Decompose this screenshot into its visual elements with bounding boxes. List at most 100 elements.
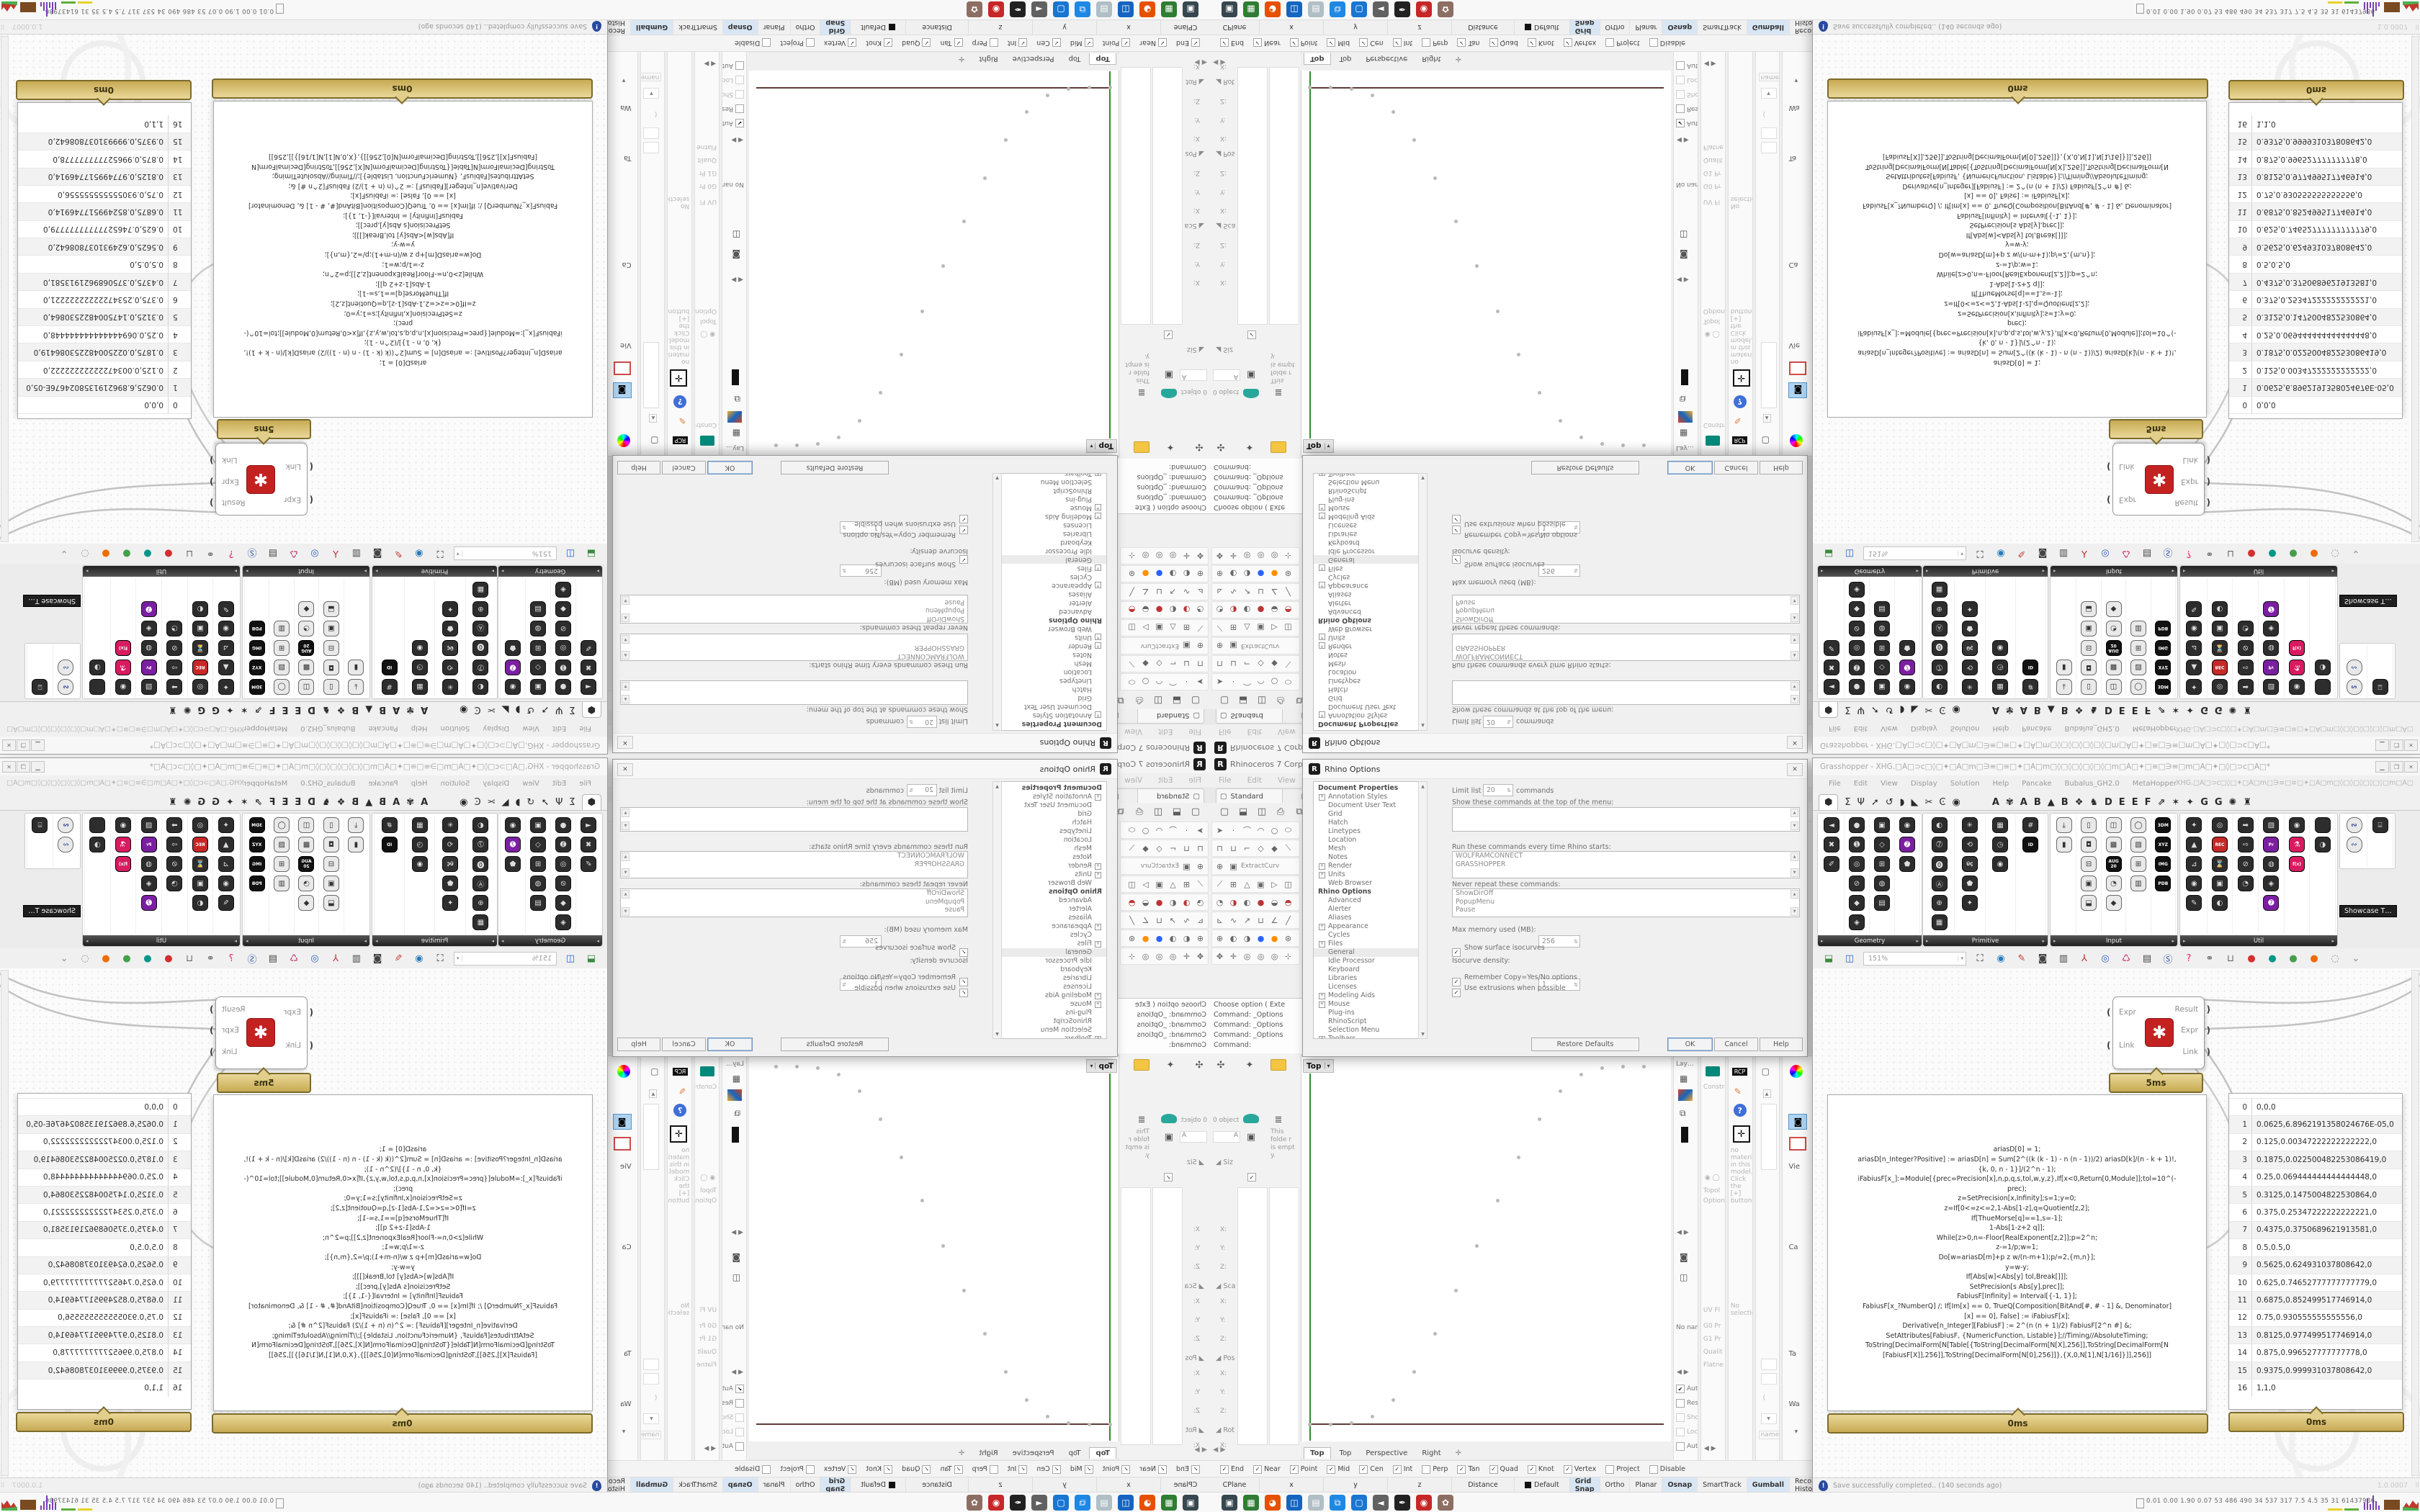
- gh-category-tab[interactable]: ◗: [1899, 704, 1905, 715]
- component-icon[interactable]: ✳: [442, 679, 459, 695]
- rhino-tool-icon[interactable]: ⊞: [1229, 879, 1237, 889]
- status-toggle[interactable]: Ortho: [1600, 1477, 1631, 1493]
- canvas-scrollbar[interactable]: [1, 970, 9, 1476]
- axes-widget-icon[interactable]: ⅄: [333, 953, 339, 964]
- expand-icon[interactable]: ▸: [86, 568, 89, 575]
- component-icon[interactable]: XYZ: [248, 837, 265, 852]
- status-toggle[interactable]: Osnap: [1662, 1477, 1698, 1493]
- gh-plugin-tab[interactable]: ✦: [2186, 797, 2195, 808]
- gh-category-tab[interactable]: ✂: [1924, 797, 1933, 808]
- osnap-toggle[interactable]: ✓ Quad: [902, 1464, 931, 1474]
- chevron-down-icon[interactable]: ▾: [1090, 443, 1096, 449]
- osnap-toggle[interactable]: Project: [1605, 38, 1640, 48]
- component-icon[interactable]: ⬟: [505, 640, 521, 656]
- gh-category-tab[interactable]: ✂: [487, 797, 496, 808]
- rhino-tool-icon[interactable]: ✛: [1183, 951, 1191, 961]
- expand-icon[interactable]: ▸: [491, 568, 494, 575]
- monitor-icon[interactable]: ▣: [1246, 1131, 1256, 1143]
- component-icon[interactable]: ⬓: [323, 601, 339, 617]
- gh-plugin-tab[interactable]: D: [308, 797, 315, 808]
- checkbox-icon[interactable]: ✓: [1018, 38, 1028, 48]
- rhino-tool-icon[interactable]: ◎: [1270, 551, 1278, 561]
- gh-plugin-tab[interactable]: A: [1991, 704, 1999, 715]
- zoom-extents-icon[interactable]: ⛶: [436, 548, 444, 559]
- script-doc-icon[interactable]: ▤: [268, 548, 278, 559]
- tree-item[interactable]: Cycles: [1328, 931, 1350, 939]
- status-toggle[interactable]: SmartTrack: [1698, 1477, 1747, 1493]
- startup-listbox[interactable]: WOLFRAMCONNECT GRASSHOPPER ▲ ▼: [1452, 851, 1800, 878]
- rhino-tool-icon[interactable]: ✛: [1183, 551, 1191, 561]
- value-column-2[interactable]: [1121, 1187, 1151, 1445]
- rhino-tool-icon[interactable]: ◒: [1142, 897, 1150, 907]
- gh-category-tab[interactable]: Ͼ: [1939, 704, 1946, 715]
- dome-icon[interactable]: [1161, 1114, 1177, 1123]
- component-icon[interactable]: ◉: [505, 679, 521, 695]
- component-icon[interactable]: Ⓐ: [1931, 876, 1948, 891]
- gh-plugin-tab[interactable]: F: [2144, 797, 2151, 808]
- display-settings-icon[interactable]: ▣: [1222, 1, 1237, 17]
- dock-check-row[interactable]: Loc: [1676, 76, 1698, 84]
- tree-item[interactable]: Mesh: [1074, 845, 1092, 852]
- component-icon[interactable]: 3DM: [248, 817, 265, 833]
- osnap-toggle[interactable]: ✓ Knot: [866, 1464, 893, 1474]
- gh-plugin-tab[interactable]: F: [269, 704, 276, 715]
- rhino-tool-icon[interactable]: ▣: [1183, 641, 1191, 651]
- expand-icon[interactable]: +: [1319, 564, 1325, 571]
- rhino-tool-icon[interactable]: ⊞: [1183, 879, 1191, 889]
- rhino-tool-icon[interactable]: ◎: [1142, 951, 1150, 961]
- tree-item[interactable]: Selection Menu: [1040, 1026, 1092, 1034]
- rhino-tool-icon[interactable]: ╱: [1129, 587, 1134, 597]
- osnap-toggle[interactable]: ✓ Near: [1139, 1464, 1167, 1474]
- component-icon[interactable]: ◑: [2314, 660, 2331, 675]
- component-icon[interactable]: ÜÇ: [442, 640, 459, 656]
- rhino-tool-icon[interactable]: ◎: [1169, 951, 1177, 961]
- dock-check-row[interactable]: Res: [1676, 1399, 1698, 1408]
- volume-icon[interactable]: ◄: [1373, 1495, 1389, 1511]
- gh-menu-item[interactable]: View: [1881, 724, 1898, 733]
- checkbox-icon[interactable]: ✓: [1527, 1464, 1536, 1474]
- component-icon[interactable]: ◇: [530, 837, 546, 852]
- expand-icon[interactable]: ▸: [2183, 937, 2186, 944]
- checkbox-icon[interactable]: [735, 61, 744, 70]
- list-box[interactable]: [643, 1104, 660, 1170]
- checkbox-icon[interactable]: ✓: [1018, 1464, 1028, 1474]
- osnap-toggle[interactable]: ✓ Quad: [1489, 38, 1518, 48]
- component-icon[interactable]: f(x): [115, 856, 131, 872]
- tree-item[interactable]: Alerter: [1069, 599, 1092, 607]
- component-icon[interactable]: ●: [1849, 817, 1865, 833]
- component-icon[interactable]: ✎: [2186, 601, 2202, 617]
- checkbox-icon[interactable]: ✓: [848, 38, 857, 48]
- viewport-tab[interactable]: Right: [1422, 55, 1441, 63]
- view-panel[interactable]: ◙ Vie Ca Ta Wa ▼: [1782, 35, 1814, 456]
- component-icon[interactable]: ▣: [2212, 876, 2228, 891]
- dock-check-row[interactable]: Loc: [722, 76, 744, 84]
- palette-header[interactable]: Util ▸ ▸: [2180, 935, 2337, 946]
- documents-icon[interactable]: ⧉: [734, 1108, 740, 1118]
- scroll-down-icon[interactable]: ▼: [1421, 475, 1425, 481]
- tree-item[interactable]: Appearance +: [1052, 582, 1101, 590]
- component-icon[interactable]: ◫: [2105, 817, 2122, 833]
- component-icon[interactable]: ◘: [323, 837, 339, 852]
- rhino-tool-icon[interactable]: △: [1170, 623, 1176, 633]
- rhino-tool-icon[interactable]: ◇: [1258, 843, 1264, 853]
- component-icon[interactable]: ◷: [1992, 660, 2009, 675]
- paint-palette-icon[interactable]: ✿: [1438, 1495, 1453, 1511]
- status-cell[interactable]: CPlane: [1210, 1477, 1260, 1493]
- component-icon[interactable]: ▤: [530, 601, 546, 617]
- component-icon[interactable]: ▩: [2105, 660, 2122, 675]
- checkbox-icon[interactable]: [1676, 1399, 1685, 1408]
- open-document-icon[interactable]: ⬓: [1824, 953, 1834, 964]
- osnap-toggle[interactable]: ✓ Mid: [1327, 1464, 1350, 1474]
- component-icon[interactable]: ▧: [274, 660, 290, 675]
- component-icon[interactable]: ◎: [2212, 817, 2228, 833]
- rhino-tool-icon[interactable]: ▣: [1183, 861, 1191, 871]
- camera-icon[interactable]: ◙: [2038, 548, 2048, 559]
- component-icon[interactable]: ⤓: [2056, 679, 2072, 695]
- expand-icon[interactable]: ▸: [596, 568, 599, 575]
- tree-item[interactable]: Libraries: [1062, 530, 1092, 538]
- component-icon[interactable]: ◑: [89, 660, 106, 675]
- component-icon[interactable]: ◔: [2237, 876, 2254, 891]
- component-icon[interactable]: ▥: [2130, 621, 2146, 636]
- notepad-icon[interactable]: ▤: [1096, 1495, 1112, 1511]
- section-label[interactable]: ◢ Sca: [1216, 222, 1236, 230]
